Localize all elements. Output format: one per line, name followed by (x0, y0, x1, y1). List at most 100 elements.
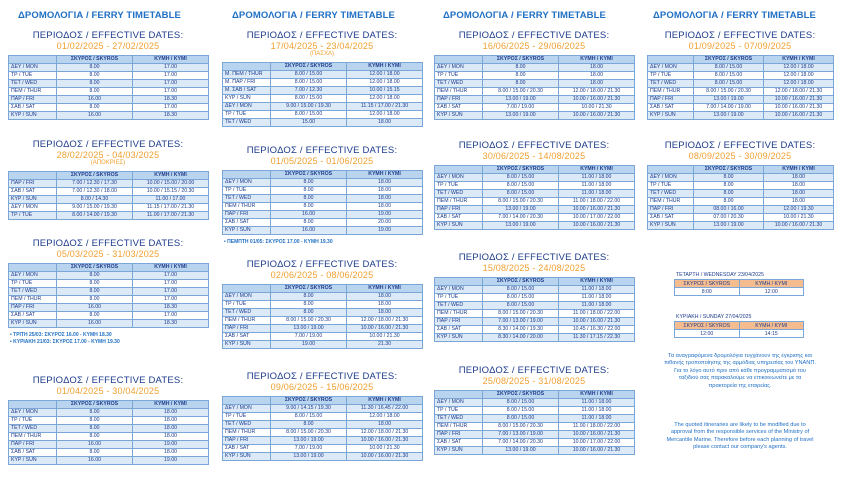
period-dates: 01/09/2025 - 07/09/2025 (688, 41, 792, 51)
kymi-time-cell: 10.00 / 16.00 / 21.30 (346, 436, 423, 445)
skyros-time-cell: 7.00 / 12.30 (270, 86, 347, 95)
footnote: • ΠΕΜΠΤΗ 01/05: ΣΚΥΡΟΣ 17.00 - ΚΥΜΗ 19.3… (224, 239, 333, 245)
skyros-time-cell: 8.00 / 15.00 (693, 79, 764, 88)
period-dates: 30/06/2025 - 14/08/2025 (482, 151, 586, 161)
table-header-row: ΣΚΥΡΟΣ / SKYROS ΚΥΜΗ / KYMI (647, 55, 834, 64)
day-cell: ΤΕΤ / WED (8, 424, 57, 433)
header-skyros: ΣΚΥΡΟΣ / SKYROS (482, 390, 559, 399)
day-cell: ΚΥΡ / SUN (8, 456, 57, 465)
skyros-time-cell: 8.00 (693, 173, 764, 182)
header-kymi: ΚΥΜΗ / KYMI (558, 277, 635, 286)
kymi-time-cell: 10.00 / 21.30 (346, 444, 423, 453)
header-skyros: ΣΚΥΡΟΣ / SKYROS (56, 171, 133, 180)
period-dates: 15/08/2025 - 24/08/2025 (482, 263, 586, 273)
table-row: ΔΕΥ / MON 8.00 18.00 (222, 292, 423, 301)
header-kymi: ΚΥΜΗ / KYMI (132, 55, 209, 64)
skyros-time-cell: 8.00 / 15.00 (482, 414, 559, 423)
table-row: ΠΑΡ / FRI 7.00 / 13.00 / 19.00 10.00 / 16.… (434, 430, 635, 439)
table-row: ΠΕΜ / THUR 8.00 / 15.00 / 20.30 12.00 / 18… (222, 316, 423, 325)
day-cell: ΤΕΤ / WED (434, 189, 483, 198)
table-row: ΣΑΒ / SAT 8.00 20.00 (222, 218, 423, 227)
day-cell: ΚΥΡ / SUN (434, 111, 483, 120)
skyros-time-cell: 8.00 (56, 448, 133, 457)
kymi-time-cell: 19.00 (346, 210, 423, 219)
table-header-row: ΣΚΥΡΟΣ / SKYROS ΚΥΜΗ / KYMI (647, 165, 834, 174)
period-dates: 09/06/2025 - 15/06/2025 (270, 382, 374, 392)
kymi-time-cell: 18.00 (346, 194, 423, 203)
skyros-time-cell: 13.00 / 19.00 (270, 452, 347, 461)
day-cell: ΤΡ / TUE (647, 71, 694, 80)
table-row: ΔΕΥ / MON 8.00 17.00 (8, 271, 209, 280)
kymi-time-cell: 11.15 / 17.00 / 21.30 (132, 203, 209, 212)
period-header-t10: ΠΕΡΙΟΔΟΣ / EFFECTIVE DATES: 30/06/2025 - … (434, 140, 634, 161)
skyros-time-cell: 13.00 / 19.00 (693, 221, 764, 230)
period-header-t9: ΠΕΡΙΟΔΟΣ / EFFECTIVE DATES: 16/06/2025 - … (434, 30, 634, 51)
timetable-t6: ΣΚΥΡΟΣ / SKYROS ΚΥΜΗ / KYMI ΔΕΥ / MON 8.00 1… (222, 170, 423, 235)
skyros-time-cell: 8.00 (270, 300, 347, 309)
header-skyros: ΣΚΥΡΟΣ / SKYROS (482, 165, 559, 174)
day-cell: ΔΕΥ / MON (647, 63, 694, 72)
timetable-t2: ΣΚΥΡΟΣ / SKYROS ΚΥΜΗ / KYMI ΠΑΡ / FRI 7.00 … (8, 171, 209, 220)
table-row: ΚΥΡ / SUN 13.00 / 19.00 10.00 / 16.00 / 21… (434, 221, 635, 230)
period-heading: ΠΕΡΙΟΔΟΣ / EFFECTIVE DATES: (246, 30, 398, 41)
table-row: ΣΑΒ / SAT 07.00 / 20.30 10.00 / 21.30 (647, 213, 834, 222)
day-cell: ΤΡ / TUE (434, 71, 483, 80)
skyros-time-cell: 7.00 / 14.00 / 19.00 (693, 103, 764, 112)
skyros-time-cell: 08.00 / 16.00 (693, 205, 764, 214)
table-row: ΠΑΡ / FRI 7.00 / 12.30 / 17.30 10.00 / 15.… (8, 179, 209, 188)
table-row: ΔΕΥ / MON 9.00 / 15.00 / 19.30 11.15 / 17.… (222, 102, 423, 111)
day-cell: ΣΑΒ / SAT (434, 103, 483, 112)
kymi-time-cell: 10.00 / 16.00 / 21.30 (558, 111, 635, 120)
kymi-time-cell: 10.00 / 15.15 / 20.30 (132, 187, 209, 196)
kymi-time-cell: 11.00 / 17.00 (132, 195, 209, 204)
day-cell: ΠΑΡ / FRI (434, 317, 483, 326)
kymi-time-cell: 12.00 / 18.00 (763, 71, 834, 80)
skyros-time-cell: 7.00 / 13.00 / 19.00 (482, 430, 559, 439)
kymi-time-cell: 10.00 / 16.00 / 21.30 (558, 95, 635, 104)
kymi-time-cell: 12.00 / 18.00 (346, 94, 423, 103)
table-row: ΔΕΥ / MON 8.00 / 15.00 11.00 / 18.00 (434, 173, 635, 182)
header-skyros: ΣΚΥΡΟΣ / SKYROS (693, 165, 764, 174)
header-day (8, 400, 57, 409)
period-header-t5: ΠΕΡΙΟΔΟΣ / EFFECTIVE DATES: 17/04/2025 - … (222, 30, 422, 57)
table-row: ΔΕΥ / MON 9.00 / 14.15 / 19.30 11.30 / 16.… (222, 404, 423, 413)
header-day (647, 165, 694, 174)
table-row: ΤΡ / TUE 8.00 18.00 (222, 186, 423, 195)
table-row: ΠΕΜ / THUR 8.00 18.00 (647, 197, 834, 206)
skyros-time-cell: 8.00 (56, 279, 133, 288)
day-cell: ΚΥΡ / SUN (647, 111, 694, 120)
day-cell: ΣΑΒ / SAT (647, 103, 694, 112)
period-dates: 16/06/2025 - 29/06/2025 (482, 41, 586, 51)
day-cell: ΣΑΒ / SAT (434, 438, 483, 447)
day-cell: ΚΥΡ / SUN (434, 221, 483, 230)
day-cell: ΠΕΜ / THUR (222, 428, 271, 437)
period-heading: ΠΕΡΙΟΔΟΣ / EFFECTIVE DATES: (246, 259, 398, 270)
table-row: ΤΕΤ / WED 8.00 17.00 (8, 79, 209, 88)
day-cell: ΣΑΒ / SAT (647, 213, 694, 222)
header-day (647, 55, 694, 64)
table-header-row: ΣΚΥΡΟΣ / SKYROS ΚΥΜΗ / KYMI (222, 170, 423, 179)
header-day (222, 284, 271, 293)
table-row: ΔΕΥ / MON 8.00 18.00 (222, 178, 423, 187)
table-row: ΚΥΡ / SUN 16.00 19.00 (222, 226, 423, 235)
period-dates: 01/02/2025 - 27/02/2025 (56, 41, 160, 51)
header-kymi: ΚΥΜΗ / KYMI (132, 400, 209, 409)
table-row: ΣΑΒ / SAT 7.00 / 14.00 / 20.30 10.00 / 17.… (434, 213, 635, 222)
skyros-time-cell: 8.00 / 15.00 / 20.30 (482, 87, 559, 96)
table-header-row: ΣΚΥΡΟΣ / SKYROS ΚΥΜΗ / KYMI (434, 390, 635, 399)
table-header-row: ΣΚΥΡΟΣ / SKYROS ΚΥΜΗ / KYMI (434, 165, 635, 174)
timetable-t1: ΣΚΥΡΟΣ / SKYROS ΚΥΜΗ / KYMI ΔΕΥ / MON 8.00 1… (8, 55, 209, 120)
header-kymi: ΚΥΜΗ / KYMI (763, 165, 834, 174)
table-row: ΠΑΡ / FRI 13.00 / 19.00 10.00 / 16.00 / 21… (222, 436, 423, 445)
kymi-time-cell: 18.00 (346, 300, 423, 309)
table-row: ΤΕΤ / WED 8.00 18.00 (222, 308, 423, 317)
table-header-row: ΣΚΥΡΟΣ / SKYROS ΚΥΜΗ / KYMI (222, 62, 423, 71)
table-row: ΚΥΡ / SUN 16.00 18.30 (8, 319, 209, 328)
kymi-time-cell: 12.00 / 19.30 (763, 205, 834, 214)
period-dates: 01/04/2025 - 30/04/2025 (56, 386, 160, 396)
skyros-time-cell: 8.00 (56, 63, 133, 72)
day-cell: ΔΕΥ / MON (222, 292, 271, 301)
skyros-time-cell: 13.00 / 19.00 (693, 111, 764, 120)
kymi-time-cell: 11.00 / 18.00 (558, 173, 635, 182)
kymi-time-cell: 11.00 / 18.00 (558, 181, 635, 190)
